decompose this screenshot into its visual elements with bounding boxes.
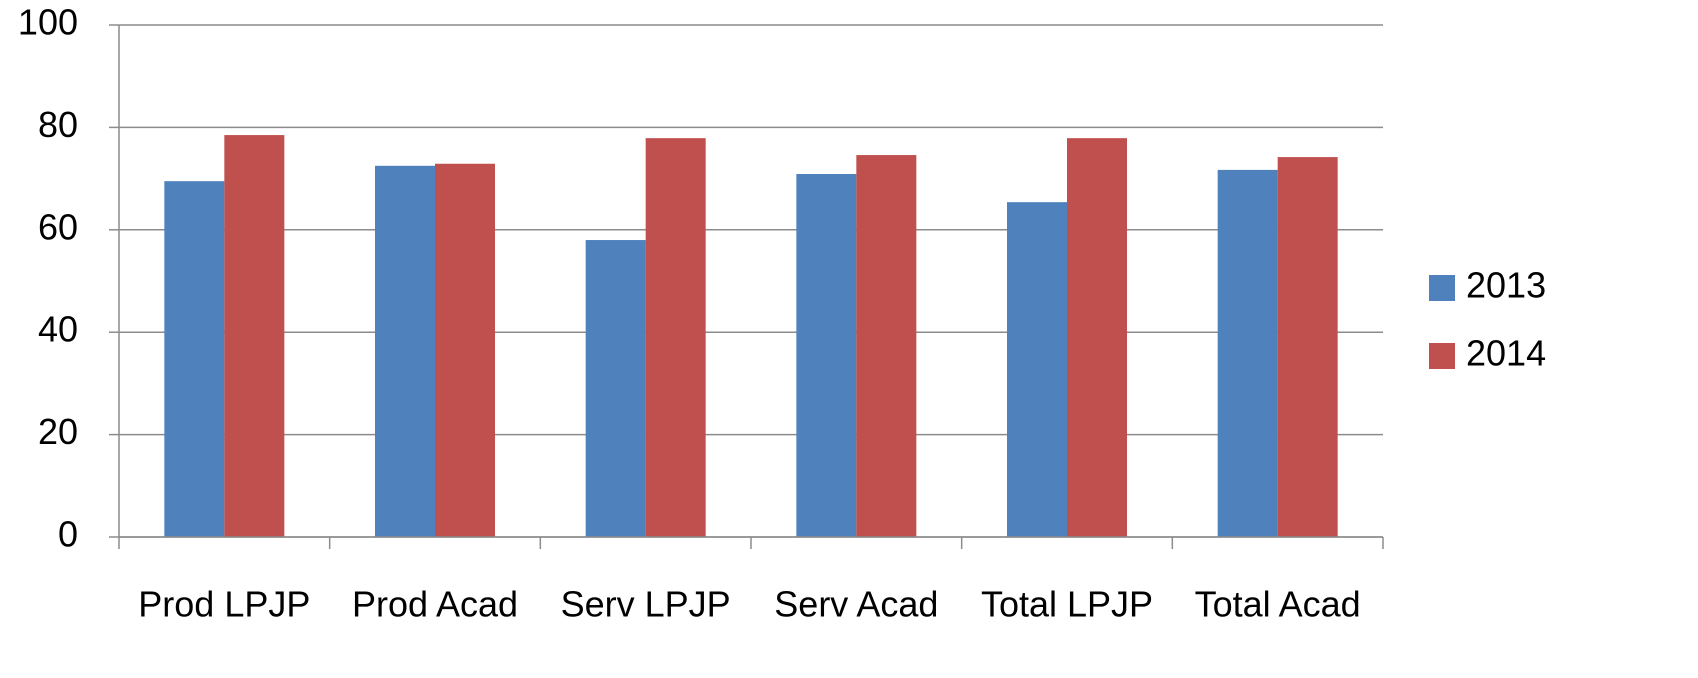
bar xyxy=(164,181,225,537)
x-tick-label: Prod LPJP xyxy=(138,584,310,625)
x-tick-label: Total Acad xyxy=(1195,584,1361,625)
bar xyxy=(645,138,706,538)
bar xyxy=(1217,169,1278,537)
y-tick-label: 100 xyxy=(18,2,78,43)
bar xyxy=(1277,157,1338,537)
bar xyxy=(796,173,857,537)
x-tick-label: Total LPJP xyxy=(981,584,1153,625)
bar xyxy=(375,165,435,538)
legend-label: 2013 xyxy=(1466,265,1546,306)
x-tick-label: Prod Acad xyxy=(352,584,518,625)
legend-swatch xyxy=(1429,343,1455,369)
y-tick-label: 20 xyxy=(38,411,78,452)
legend-swatch xyxy=(1429,275,1455,301)
bar xyxy=(856,155,917,537)
bar xyxy=(585,240,646,538)
x-tick-label: Serv Acad xyxy=(774,584,938,625)
bar xyxy=(1007,202,1067,538)
y-tick-label: 0 xyxy=(58,514,78,555)
legend-label: 2014 xyxy=(1466,333,1546,374)
y-tick-label: 40 xyxy=(38,309,78,350)
y-tick-label: 60 xyxy=(38,206,78,247)
y-tick-label: 80 xyxy=(38,104,78,145)
bar xyxy=(1067,138,1127,538)
x-tick-label: Serv LPJP xyxy=(561,584,731,625)
bar xyxy=(224,135,285,537)
bar xyxy=(435,163,495,537)
